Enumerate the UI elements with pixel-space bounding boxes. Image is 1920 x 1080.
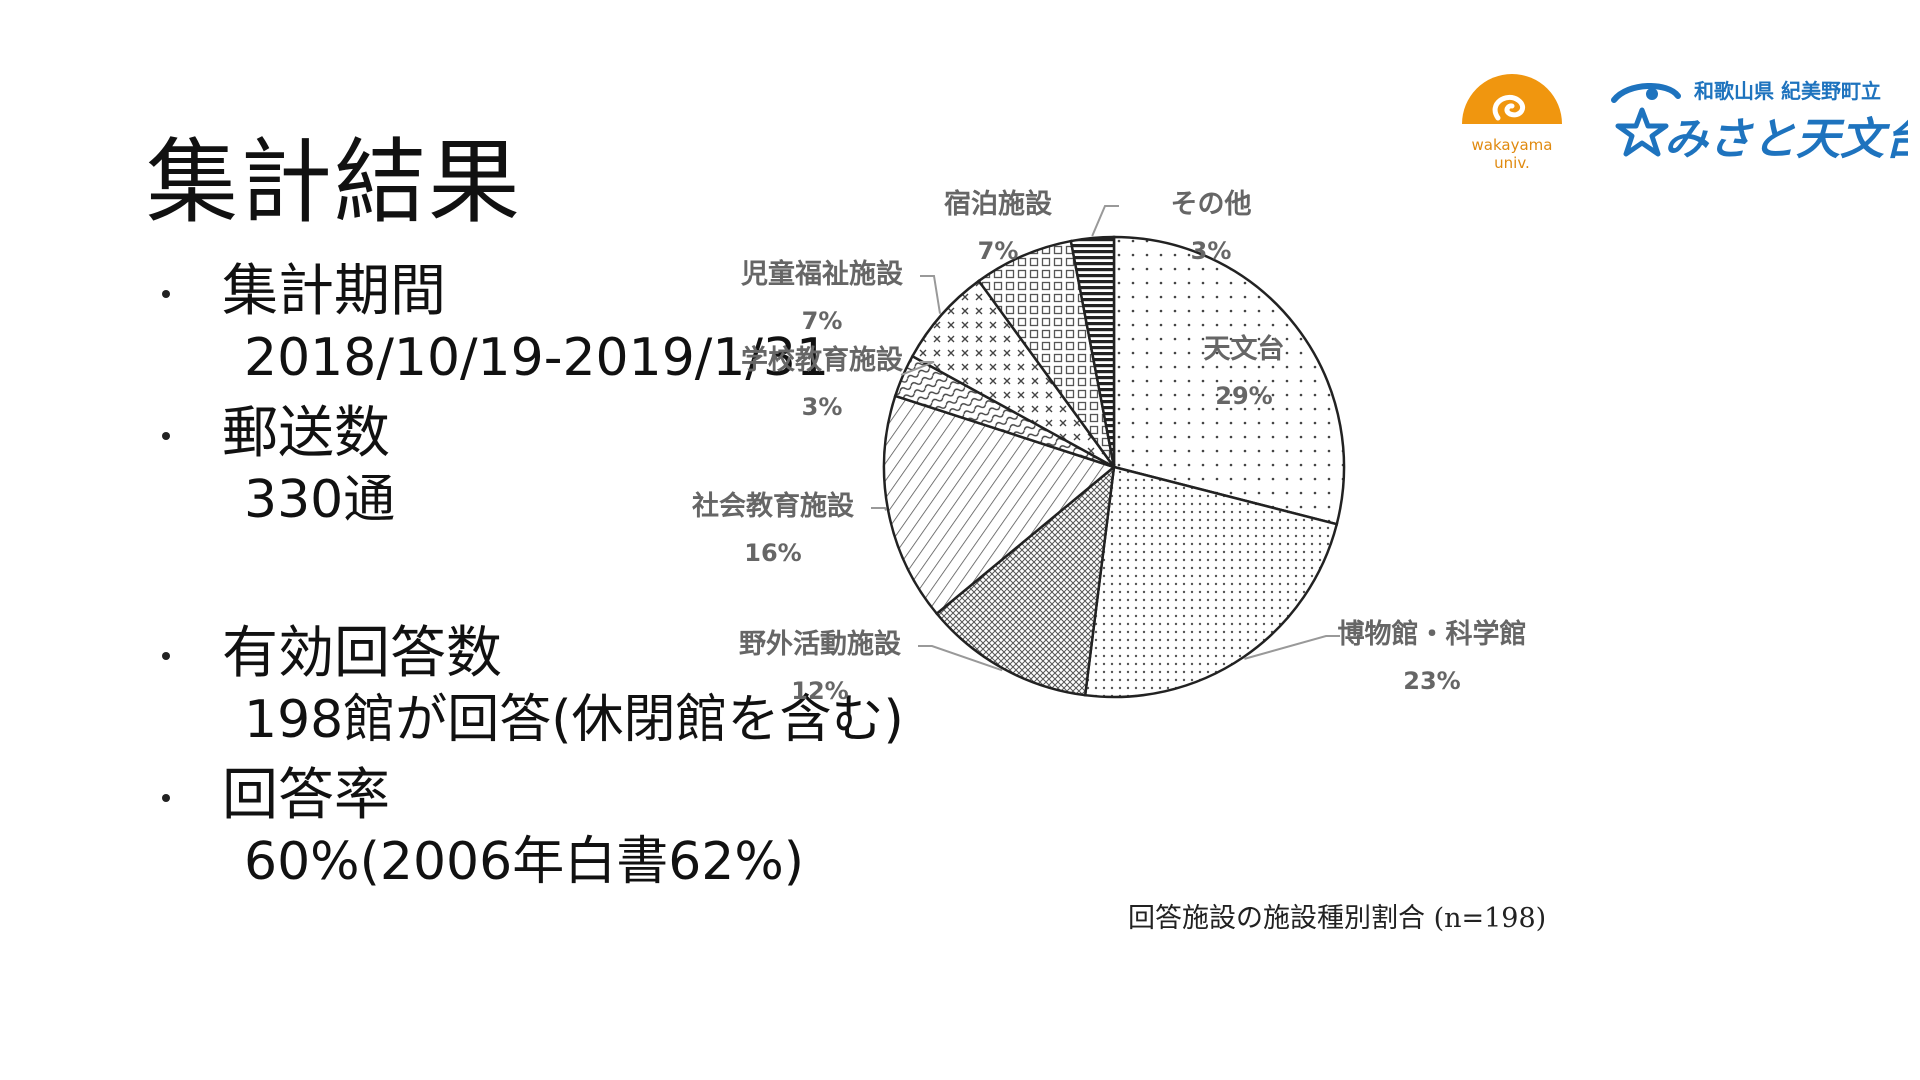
slice-label: 社会教育施設 16% xyxy=(692,490,854,568)
slice-label-percent: 23% xyxy=(1403,667,1461,695)
bullet-detail: 198館が回答(休閉館を含む) xyxy=(244,690,904,750)
leader-line xyxy=(1091,205,1119,237)
slice-label: 学校教育施設 3% xyxy=(741,344,903,422)
leader-line xyxy=(900,361,935,376)
slice-label-percent: 3% xyxy=(801,393,843,421)
misato-observatory-logo: 和歌山県 紀美野町立 みさと天文台 xyxy=(1611,79,1908,165)
slice-label-name: 児童福祉施設 xyxy=(741,259,903,290)
slide-title: 集計結果 xyxy=(146,129,523,236)
bullet-dot-icon xyxy=(162,652,170,660)
bullet-heading: 回答率 xyxy=(222,763,390,828)
slice-label-percent: 3% xyxy=(1190,237,1232,265)
bullet-list: 集計期間 2018/10/19-2019/1/31 郵送数 330通 有効回答数… xyxy=(162,258,922,894)
bullet-valid-responses: 有効回答数 198館が回答(休閉館を含む) xyxy=(162,620,922,752)
leader-line xyxy=(1244,635,1340,660)
misato-logo-main-text: みさと天文台 xyxy=(1664,114,1908,165)
slice-label: 宿泊施設 7% xyxy=(944,188,1052,266)
chart-caption: 回答施設の施設種別割合 (n=198) xyxy=(1128,903,1547,934)
pie-slice xyxy=(1069,235,1116,468)
slice-label-name: 学校教育施設 xyxy=(741,345,903,376)
bullet-dot-icon xyxy=(162,290,170,298)
bullet-response-rate: 回答率 60%(2006年白書62%) xyxy=(162,762,922,894)
bullet-detail: 60%(2006年白書62%) xyxy=(244,832,805,892)
bullet-detail: 330通 xyxy=(244,470,396,530)
bullet-detail: 2018/10/19-2019/1/31 xyxy=(244,328,830,388)
bullet-period: 集計期間 2018/10/19-2019/1/31 xyxy=(162,258,922,390)
slice-label-name: 博物館・科学館 xyxy=(1337,619,1527,650)
slice-label-name: その他 xyxy=(1170,189,1252,220)
slice-label: 野外活動施設 12% xyxy=(739,628,901,706)
bullet-mail-count: 郵送数 330通 xyxy=(162,400,922,532)
misato-logo-dot xyxy=(1646,88,1658,100)
facility-type-pie-chart: 天文台 29% 博物館・科学館 23% 野外活動施設 12% 社会教育施設 16% 学校教育施設… xyxy=(692,189,1900,980)
wakayama-logo-text-sub: univ. xyxy=(1494,154,1530,172)
slice-label-percent: 7% xyxy=(801,307,843,335)
pie-slice xyxy=(935,464,1116,697)
slice-label-name: 野外活動施設 xyxy=(739,629,901,660)
bullet-heading: 集計期間 xyxy=(222,259,446,324)
leader-line xyxy=(920,275,941,314)
slice-label-percent: 12% xyxy=(791,677,849,705)
pie-slice xyxy=(1112,235,1346,526)
wakayama-logo-text: wakayama xyxy=(1472,136,1553,154)
bullet-dot-icon xyxy=(162,794,170,802)
pie-slice xyxy=(910,279,1116,469)
slice-label-name: 宿泊施設 xyxy=(944,189,1052,220)
pie-slice xyxy=(977,239,1116,468)
leader-line xyxy=(918,645,1003,672)
wakayama-logo-swirl xyxy=(1492,94,1525,121)
pie-slice xyxy=(1083,465,1339,699)
slice-label-percent: 16% xyxy=(744,539,802,567)
bullet-dot-icon xyxy=(162,432,170,440)
slice-label-percent: 7% xyxy=(977,237,1019,265)
slice-label-percent: 29% xyxy=(1215,382,1273,410)
pie-slice xyxy=(882,394,1117,616)
leader-line xyxy=(871,507,888,511)
slice-label-name: 天文台 xyxy=(1203,334,1285,365)
pie-svg xyxy=(871,205,1346,699)
misato-logo-top-text: 和歌山県 紀美野町立 xyxy=(1694,79,1881,103)
slice-label: 博物館・科学館 23% xyxy=(1338,618,1527,696)
bullet-heading: 郵送数 xyxy=(222,401,390,466)
misato-logo-arc xyxy=(1611,82,1681,103)
bullet-heading: 有効回答数 xyxy=(222,621,502,686)
slice-label: 児童福祉施設 7% xyxy=(741,258,903,336)
slice-label-name: 社会教育施設 xyxy=(692,491,854,522)
slice-label: その他 3% xyxy=(1171,188,1252,266)
star-icon xyxy=(1615,107,1669,157)
wakayama-univ-logo: wakayama univ. xyxy=(1462,74,1562,172)
slice-label: 天文台 29% xyxy=(1204,333,1285,411)
